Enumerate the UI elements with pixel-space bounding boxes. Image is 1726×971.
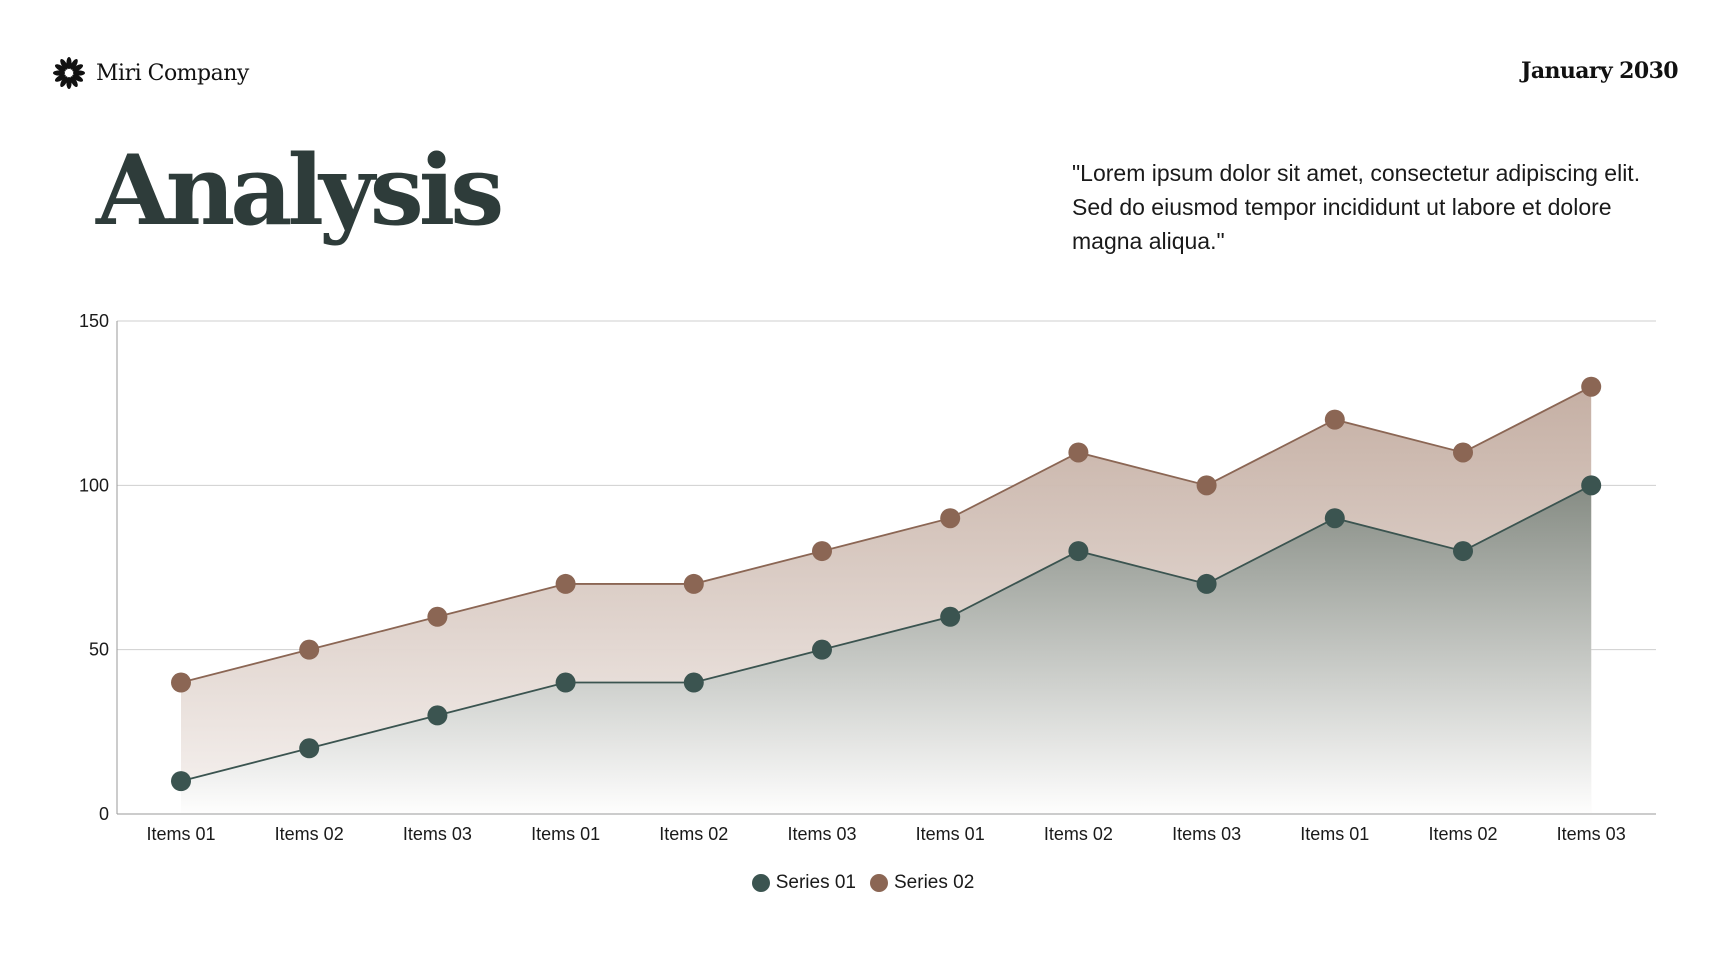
legend-item-series-02[interactable]: Series 02 [870, 872, 974, 894]
data-point-series-01 [555, 672, 576, 693]
quote-text: "Lorem ipsum dolor sit amet, consectetur… [1072, 160, 1641, 254]
legend-label: Series 01 [775, 872, 856, 893]
data-point-series-01 [427, 705, 448, 726]
x-tick-label: Items 02 [275, 824, 344, 844]
area-fill-series-01 [181, 485, 1592, 814]
axes [116, 321, 1656, 815]
legend-swatch [751, 874, 770, 892]
x-tick-label: Items 01 [916, 824, 985, 844]
data-point-series-01 [940, 606, 961, 627]
data-point-series-02 [1324, 409, 1345, 430]
x-tick-label: Items 02 [1044, 824, 1113, 844]
x-tick-label: Items 03 [403, 824, 472, 844]
series-areas [181, 386, 1592, 814]
y-tick-label: 0 [99, 804, 109, 824]
data-point-series-02 [1453, 442, 1473, 463]
x-tick-label: Items 03 [1172, 824, 1241, 844]
legend-item-series-01[interactable]: Series 01 [751, 872, 856, 894]
x-tick-label: Items 01 [531, 824, 600, 844]
line-series-01 [180, 484, 1592, 783]
y-tick-label: 150 [79, 311, 109, 331]
data-point-series-02 [171, 672, 191, 693]
x-tick-label: Items 02 [1428, 824, 1497, 844]
data-point-series-02 [555, 573, 576, 594]
brand-name: Miri Company [96, 60, 249, 86]
data-point-series-02 [812, 541, 832, 562]
data-point-series-02 [1196, 475, 1217, 496]
y-tick-label: 100 [79, 475, 109, 495]
data-point-series-01 [1068, 541, 1089, 562]
tick-labels: 0 50 100 150 Items 01 Items 02 Items 03 Items 0… [79, 311, 1626, 844]
y-tick-label: 50 [89, 640, 109, 660]
page-title: Analysis [96, 134, 504, 247]
data-point-series-01 [812, 639, 832, 660]
data-point-series-02 [299, 639, 320, 660]
data-point-series-01 [1324, 508, 1345, 529]
chart-legend: Series 01 Series 02 [0, 872, 1726, 894]
x-tick-label: Items 01 [146, 824, 215, 844]
data-point-series-01 [1196, 573, 1217, 594]
line-series-02 [180, 385, 1592, 684]
data-point-series-02 [1068, 442, 1089, 463]
legend-swatch [870, 874, 888, 892]
x-tick-label: Items 03 [787, 824, 856, 844]
data-point-series-01 [299, 738, 320, 759]
series-lines [180, 385, 1592, 783]
data-point-series-02 [427, 606, 448, 627]
x-tick-label: Items 03 [1557, 824, 1626, 844]
data-point-series-01 [1581, 475, 1602, 496]
data-point-series-01 [683, 672, 704, 693]
data-points [171, 376, 1602, 792]
x-tick-label: Items 01 [1300, 824, 1369, 844]
data-point-series-01 [171, 771, 191, 792]
data-point-series-02 [683, 573, 704, 594]
x-tick-label: Items 02 [659, 824, 728, 844]
data-point-series-02 [1581, 376, 1602, 397]
header-date: January 2030 [1521, 58, 1679, 84]
data-point-series-02 [940, 508, 961, 529]
flower-burst-icon [53, 57, 85, 89]
brand: Miri Company [52, 56, 249, 90]
data-point-series-01 [1453, 541, 1473, 562]
legend-label: Series 02 [894, 872, 975, 893]
